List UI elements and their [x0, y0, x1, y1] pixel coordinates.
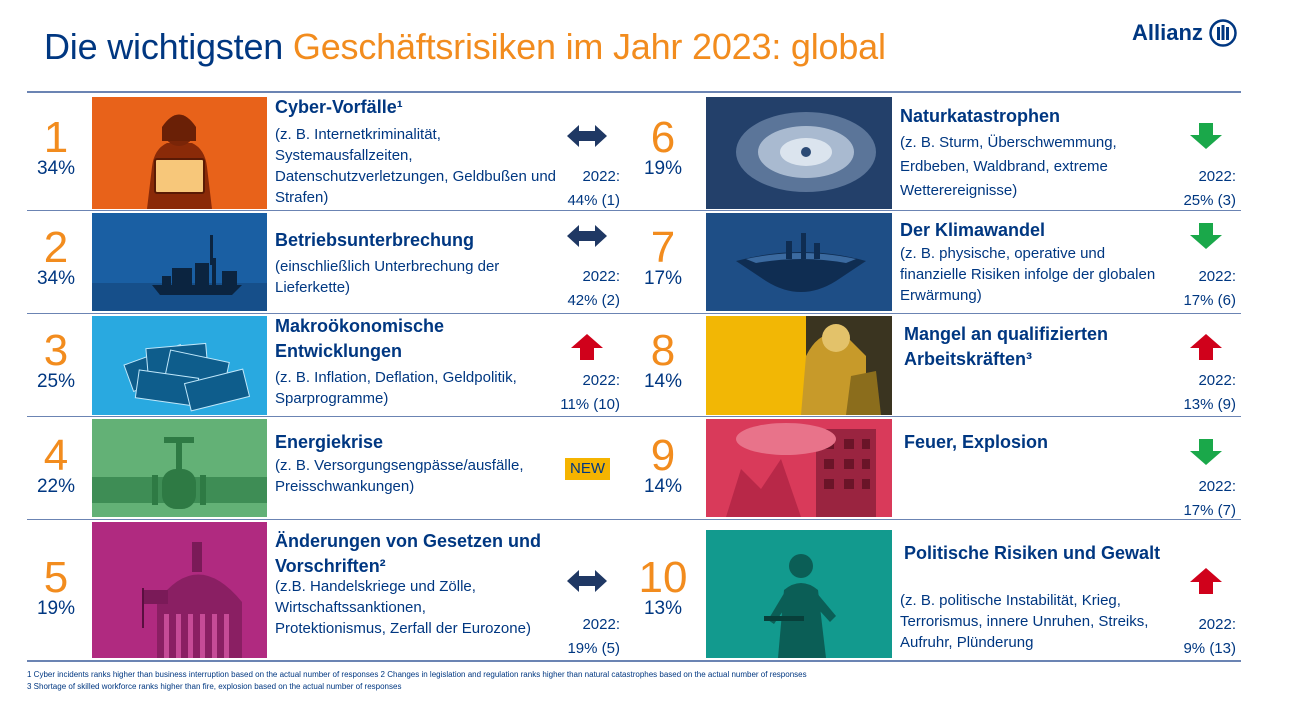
soldier-image	[706, 530, 892, 658]
arrow-up-icon	[1184, 332, 1228, 362]
risk-title: Betriebsunterbrechung	[275, 230, 475, 250]
rank-number: 8	[650, 326, 676, 375]
risk-title: Energiekrise	[275, 432, 384, 452]
rank-number: 3	[43, 326, 69, 375]
floating-earth-image	[706, 213, 892, 311]
risk-title: Politische Risiken und Gewalt	[904, 543, 1161, 563]
cyber-hacker-image	[92, 97, 267, 209]
hurricane-image	[706, 97, 892, 209]
rank-percentage: 14%	[643, 371, 683, 392]
arrow-down-icon	[1184, 121, 1228, 151]
risk-description: (z.B. Handelskriege und Zölle, Wirtschaf…	[275, 578, 531, 637]
rank-percentage: 19%	[36, 598, 76, 619]
rank-percentage: 34%	[36, 268, 76, 289]
prev-year-value: 19% (5)	[567, 640, 620, 657]
rank-number: 5	[43, 553, 69, 602]
arrow-down-icon	[1184, 437, 1228, 467]
rank-percentage: 17%	[643, 268, 683, 289]
prev-year-value: 11% (10)	[560, 396, 620, 413]
prev-year-value: 25% (3)	[1183, 192, 1236, 209]
risk-title: Der Klimawandel	[900, 220, 1046, 240]
prev-year-label: 2022:	[582, 372, 620, 389]
prev-year-label: 2022:	[1198, 268, 1236, 285]
risk-description: (z. B. Inflation, Deflation, Geldpolitik…	[275, 369, 517, 407]
risk-title: Naturkatastrophen	[900, 106, 1061, 126]
footnote-line: 3 Shortage of skilled workforce ranks hi…	[27, 682, 402, 691]
page-title: Die wichtigsten Geschäftsrisiken im Jahr…	[44, 26, 886, 68]
risk-title: Änderungen von Gesetzen und Vorschriften…	[275, 531, 542, 576]
prev-year-value: 9% (13)	[1183, 640, 1236, 657]
prev-year-label: 2022:	[582, 616, 620, 633]
rank-number: 4	[43, 431, 69, 480]
rank-number: 10	[638, 553, 688, 602]
risk-title: Makroökonomische Entwicklungen	[275, 316, 445, 361]
double-arrow-icon	[565, 566, 609, 596]
logo-text: Allianz	[1132, 20, 1203, 45]
table-bottom-rule	[27, 660, 1241, 662]
risk-description: (z. B. physische, operative und finanzie…	[900, 245, 1156, 304]
prev-year-value: 17% (7)	[1183, 502, 1236, 519]
risk-description: (z. B. Versorgungsengpässe/ausfälle, Pre…	[275, 457, 524, 495]
title-part1: Die wichtigsten	[44, 26, 293, 67]
row-divider	[27, 416, 1241, 417]
arrow-up-icon	[565, 332, 609, 362]
risk-title: Cyber-Vorfälle¹	[275, 97, 403, 117]
row-divider	[27, 210, 1241, 211]
table-top-rule	[27, 91, 1241, 93]
prev-year-label: 2022:	[1198, 168, 1236, 185]
risk-description: (z. B. Internetkriminalität, Systemausfa…	[275, 126, 557, 206]
risk-title: Mangel an qualifizierten Arbeitskräften³	[904, 324, 1109, 369]
prev-year-label: 2022:	[582, 168, 620, 185]
banknotes-image	[92, 316, 267, 415]
rank-percentage: 34%	[36, 158, 76, 179]
footnote-line: 1 Cyber incidents ranks higher than busi…	[27, 670, 807, 679]
rank-number: 6	[650, 113, 676, 162]
allianz-logo: Allianz	[1132, 19, 1237, 47]
burning-building-image	[706, 419, 892, 517]
prev-year-value: 42% (2)	[567, 292, 620, 309]
rank-number: 9	[650, 431, 676, 480]
prev-year-label: 2022:	[582, 268, 620, 285]
risk-title: Feuer, Explosion	[904, 432, 1049, 452]
rank-number: 7	[650, 223, 676, 272]
rank-percentage: 22%	[36, 476, 76, 497]
row-divider	[27, 313, 1241, 314]
rank-percentage: 13%	[643, 598, 683, 619]
capitol-building-image	[92, 522, 267, 658]
rank-percentage: 19%	[643, 158, 683, 179]
title-part2: Geschäftsrisiken im Jahr 2023: global	[292, 26, 886, 67]
row-divider	[27, 519, 1241, 520]
arrow-up-icon	[1184, 566, 1228, 596]
prev-year-value: 17% (6)	[1183, 292, 1236, 309]
double-arrow-icon	[565, 221, 609, 251]
arrow-down-icon	[1184, 221, 1228, 251]
risk-description: (z. B. Sturm, Überschwemmung, Erdbeben, …	[900, 134, 1117, 199]
rank-percentage: 14%	[643, 476, 683, 497]
risk-description: (z. B. politische Instabilität, Krieg, T…	[900, 592, 1149, 651]
rank-number: 1	[43, 113, 69, 162]
prev-year-label: 2022:	[1198, 372, 1236, 389]
pipeline-valve-image	[92, 419, 267, 517]
risk-description: (einschließlich Unterbrechung der Liefer…	[275, 258, 500, 296]
rank-percentage: 25%	[36, 371, 76, 392]
worker-image	[706, 316, 892, 415]
prev-year-label: 2022:	[1198, 616, 1236, 633]
double-arrow-icon	[565, 121, 609, 151]
allianz-eagle-icon	[1209, 19, 1237, 47]
ship-cargo-image	[92, 213, 267, 311]
prev-year-value: 13% (9)	[1183, 396, 1236, 413]
rank-number: 2	[43, 223, 69, 272]
prev-year-value: 44% (1)	[567, 192, 620, 209]
new-badge: NEW	[565, 458, 610, 480]
prev-year-label: 2022:	[1198, 478, 1236, 495]
